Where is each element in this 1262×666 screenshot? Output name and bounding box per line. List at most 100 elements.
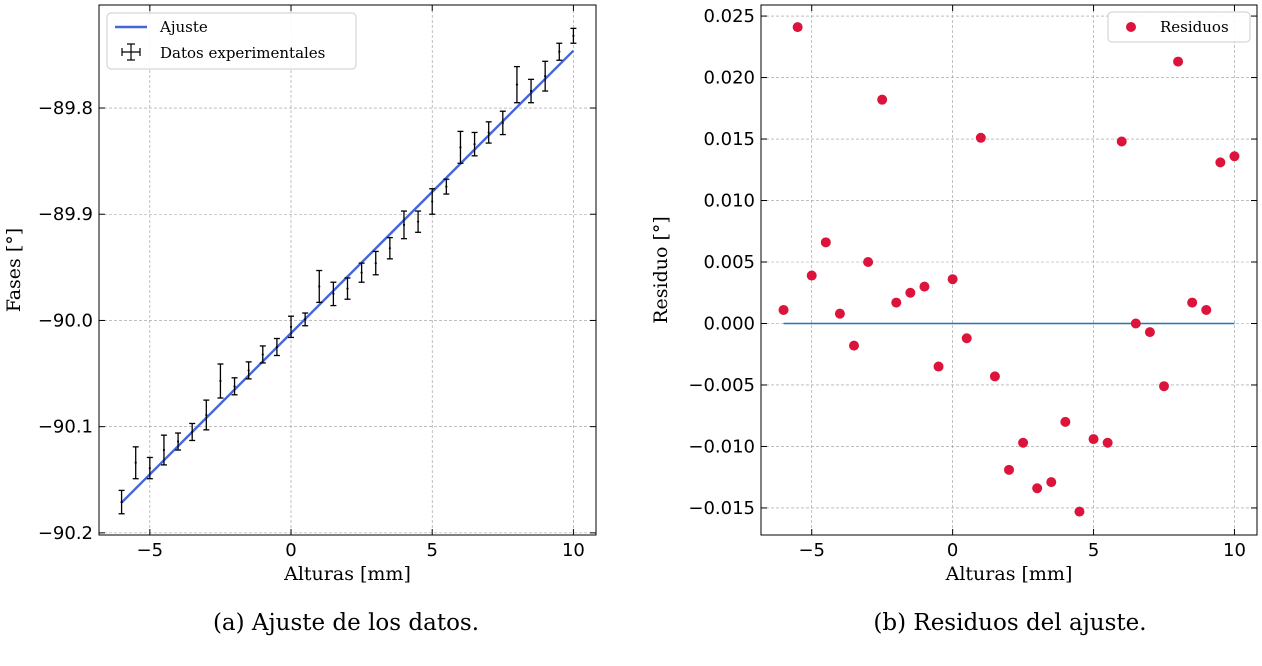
residual-point xyxy=(891,297,902,308)
panel-a-frame xyxy=(98,4,597,536)
data-point xyxy=(358,262,365,283)
data-point-marker xyxy=(572,34,575,37)
data-point-marker xyxy=(529,89,533,93)
panel-b-caption: (b) Residuos del ajuste. xyxy=(873,610,1147,636)
residual-point xyxy=(1060,416,1071,427)
panel-a-data-points xyxy=(118,27,577,515)
data-point-marker xyxy=(402,223,406,226)
data-point xyxy=(132,446,139,480)
residual-point xyxy=(792,22,803,33)
panel-b-xtick-label: 10 xyxy=(1223,540,1246,561)
residual-point xyxy=(834,308,845,319)
data-point-marker xyxy=(148,466,151,470)
residual-point xyxy=(806,270,817,281)
residual-point xyxy=(849,340,859,351)
data-point-marker xyxy=(332,292,335,295)
panel-b-ylabel: Residuo [°] xyxy=(650,216,672,324)
data-point-marker xyxy=(473,143,476,146)
data-point-marker xyxy=(558,50,561,53)
panel-b-ytick-label: 0.000 xyxy=(703,313,755,334)
residual-point xyxy=(919,281,930,292)
panel-a-ytick-label: −90.2 xyxy=(38,523,93,544)
panel-a-caption: (a) Ajuste de los datos. xyxy=(212,610,480,636)
residual-point xyxy=(1032,483,1043,494)
data-point xyxy=(231,377,238,396)
panel-b-frame xyxy=(760,4,1258,536)
residual-point xyxy=(1018,437,1029,448)
data-point-marker xyxy=(487,131,490,134)
panel-a-xtick-label: 0 xyxy=(285,540,296,561)
panel-b-xtick-label: 0 xyxy=(947,540,958,561)
data-point xyxy=(175,432,182,451)
data-point xyxy=(570,27,577,44)
panel-b-xlabel: Alturas [mm] xyxy=(945,563,1073,585)
data-point xyxy=(259,345,266,364)
data-point xyxy=(189,422,196,442)
data-point xyxy=(443,178,450,195)
panel-a-ytick-label: −90.1 xyxy=(38,417,93,438)
residual-point xyxy=(1215,157,1226,168)
data-point xyxy=(471,131,478,157)
panel-a-ytick-label: −89.9 xyxy=(38,204,93,225)
panel-a-xtick-label: 5 xyxy=(426,540,437,561)
residual-point xyxy=(1088,434,1099,445)
panel-b-ytick-label: 0.010 xyxy=(703,191,755,212)
data-point xyxy=(457,130,464,164)
data-point xyxy=(273,337,280,357)
data-point-marker xyxy=(360,271,363,274)
panel-b-ytick-label: 0.015 xyxy=(703,129,755,150)
data-point xyxy=(316,269,323,304)
panel-a-legend: Ajuste Datos experimentales xyxy=(106,12,357,70)
data-point xyxy=(118,489,125,515)
residual-point xyxy=(947,274,958,285)
legend-entry-data: Datos experimentales xyxy=(160,44,325,62)
panel-b-ytick-label: 0.005 xyxy=(703,252,755,273)
residual-point xyxy=(905,287,916,298)
panel-a-fit-line xyxy=(120,49,575,504)
panel-b-ticks: −5 0 5 10 −0.015 −0.010 −0.005 0.000 0.005 0.010 0… xyxy=(688,5,1257,561)
data-point-marker xyxy=(120,500,123,504)
data-point xyxy=(288,315,295,339)
panel-b-ytick-label: 0.020 xyxy=(703,68,755,89)
data-point xyxy=(485,121,492,144)
data-point-marker xyxy=(261,353,264,356)
panel-b-ytick-label: −0.015 xyxy=(688,498,755,519)
data-point-marker xyxy=(233,385,236,388)
panel-a-xtick-label: 10 xyxy=(562,540,585,561)
data-point xyxy=(528,78,535,104)
residual-point xyxy=(820,237,831,248)
panel-a-ylabel: Fases [°] xyxy=(3,228,25,312)
residual-point xyxy=(1116,136,1127,147)
panel-a-ytick-label: −89.8 xyxy=(38,98,93,119)
residual-point xyxy=(1144,327,1155,338)
data-point xyxy=(386,236,393,260)
data-point xyxy=(372,250,379,276)
legend-residual-swatch xyxy=(1126,22,1136,32)
data-point xyxy=(302,312,309,327)
data-point-marker xyxy=(346,287,349,290)
data-point-marker xyxy=(289,325,293,328)
data-point-marker xyxy=(318,285,321,288)
residual-point xyxy=(1004,464,1014,475)
panel-b: −5 0 5 10 −0.015 −0.010 −0.005 0.000 0.005 0.010 0… xyxy=(650,4,1258,585)
data-point xyxy=(146,456,153,480)
data-point-marker xyxy=(416,220,420,223)
data-point xyxy=(400,210,407,240)
data-point-marker xyxy=(544,75,547,78)
data-point-marker xyxy=(162,448,166,452)
residual-point xyxy=(989,371,1000,382)
data-point-marker xyxy=(176,440,180,443)
panel-a-ytick-label: −90.0 xyxy=(38,310,93,331)
panel-b-ytick-label: −0.005 xyxy=(688,375,755,396)
residual-point xyxy=(1229,151,1240,162)
panel-a-ticks: −5 0 5 10 −90.2 −90.1 −90.0 −89.9 −89.8 xyxy=(38,5,596,561)
data-point-marker xyxy=(134,461,137,464)
residual-point xyxy=(1074,506,1085,517)
data-point xyxy=(160,434,167,466)
data-point-marker xyxy=(501,121,504,124)
data-point-marker xyxy=(205,413,208,417)
residual-point xyxy=(1201,304,1212,315)
residual-point xyxy=(863,257,874,268)
panel-a-grid xyxy=(99,5,596,535)
